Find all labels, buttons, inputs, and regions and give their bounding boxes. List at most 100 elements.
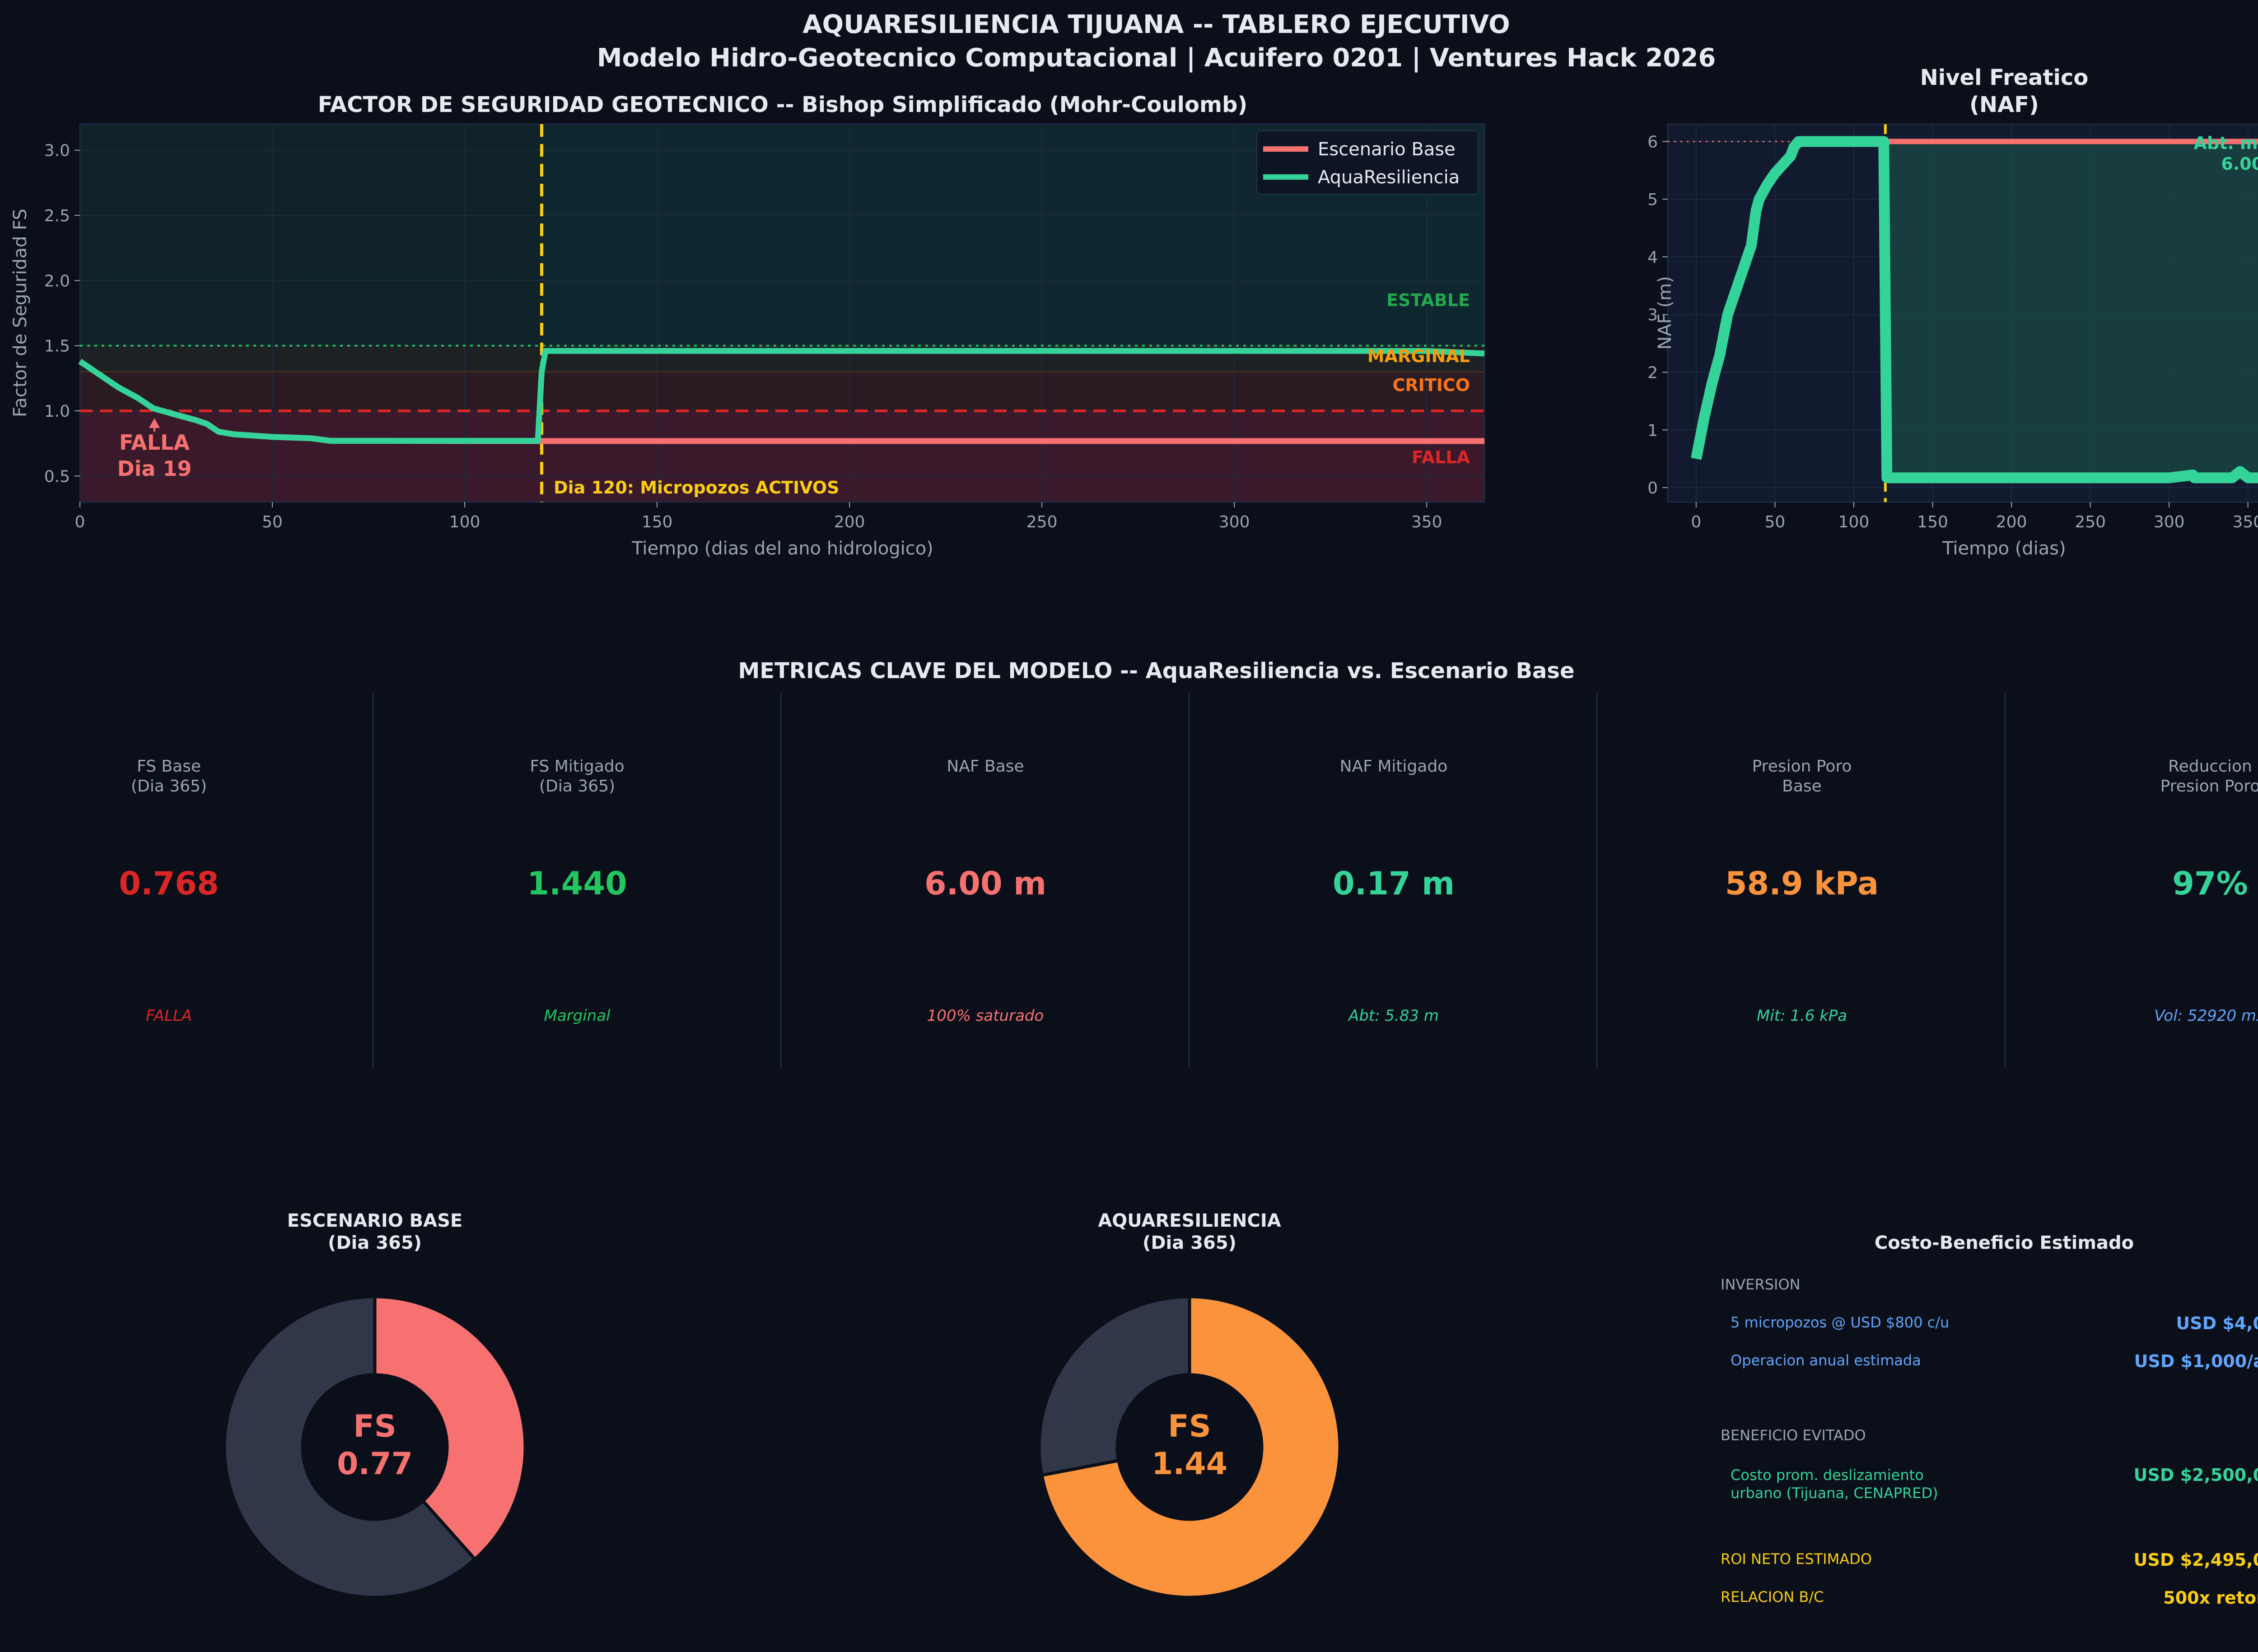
- metric-subtext: Abt: 5.83 m: [1348, 1007, 1439, 1025]
- dashboard-subtitle: Modelo Hidro-Geotecnico Computacional | …: [597, 43, 1716, 73]
- metric-card: NAF Mitigado 0.17 m Abt: 5.83 m: [1213, 757, 1574, 1025]
- naf-abatement-area: [1885, 141, 2258, 478]
- benefit-item-line1: Costo prom. deslizamiento: [1731, 1466, 1924, 1484]
- zone-label-marginal: MARGINAL: [1367, 346, 1470, 366]
- fs-legend: Escenario Base AquaResiliencia: [1256, 130, 1479, 195]
- investment-item-operacion: Operacion anual estimada: [1731, 1352, 1921, 1369]
- naf-y-tick-label: 1: [1647, 421, 1658, 440]
- fs-series-aquaresiliencia: [78, 348, 1485, 444]
- fs-x-tick-label: 300: [1219, 513, 1250, 531]
- metric-subtext: 100% saturado: [927, 1007, 1044, 1025]
- bc-ratio-label: RELACION B/C: [1721, 1588, 1824, 1605]
- failure-annotation: FALLA Dia 19: [117, 418, 192, 481]
- metric-label-line2: Base: [1782, 777, 1822, 796]
- donut-aqua-center-value: 1.44: [1152, 1446, 1227, 1482]
- metric-subtext: FALLA: [146, 1007, 192, 1025]
- benefit-value: USD $2,500,000: [2134, 1465, 2258, 1485]
- naf-x-tick-label: 50: [1765, 513, 1786, 531]
- roi-value: USD $2,495,000: [2134, 1550, 2258, 1570]
- fs-chart-title: FACTOR DE SEGURIDAD GEOTECNICO -- Bishop…: [318, 92, 1248, 117]
- metric-label-line1: NAF Mitigado: [1339, 757, 1448, 776]
- metric-label: FS Base (Dia 365): [0, 757, 350, 796]
- fs-x-tick-label: 250: [1026, 513, 1058, 531]
- naf-y-axis-label: NAF (m): [1655, 276, 1675, 349]
- donut-aqua-chart: AQUARESILIENCIA (Dia 365) FS 1.44: [1037, 1210, 1342, 1599]
- naf-x-tick-label: 350: [2232, 513, 2258, 531]
- donut-base-center-value: 0.77: [337, 1446, 413, 1482]
- naf-y-tick-label: 3: [1647, 306, 1658, 325]
- metric-value: 0.768: [119, 865, 219, 902]
- zone-label-estable: ESTABLE: [1386, 290, 1470, 310]
- naf-y-tick-label: 2: [1647, 363, 1658, 382]
- metric-dividers: [372, 693, 2006, 1068]
- fs-y-tick-label: 1.5: [44, 337, 70, 356]
- fs-chart: FACTOR DE SEGURIDAD GEOTECNICO -- Bishop…: [10, 92, 1485, 559]
- legend-box: [1256, 130, 1479, 195]
- failure-day-label: Dia 19: [117, 456, 191, 481]
- naf-annotation-line1: Abt. max:: [2194, 133, 2258, 153]
- legend-label-base: Escenario Base: [1318, 139, 1456, 160]
- metric-card: FS Base (Dia 365) 0.768 FALLA: [0, 757, 350, 1025]
- fs-y-axis-label: Factor de Seguridad FS: [10, 209, 31, 417]
- naf-x-tick-label: 150: [1917, 513, 1948, 531]
- naf-y-tick-label: 0: [1647, 479, 1658, 498]
- intervention-annotation: Dia 120: Micropozos ACTIVOS: [554, 478, 840, 498]
- naf-x-axis-label: Tiempo (dias): [1942, 538, 2066, 559]
- naf-annotation-line2: 6.00 m: [2221, 154, 2258, 174]
- naf-chart-title-line2: (NAF): [1969, 92, 2039, 117]
- metric-label-line1: Reduccion: [2168, 757, 2252, 776]
- cost-benefit-panel: Costo-Beneficio Estimado INVERSION 5 mic…: [1721, 1233, 2258, 1608]
- investment-value-micropozos: USD $4,000: [2176, 1313, 2258, 1333]
- donut-aqua-center-fs: FS: [1168, 1409, 1211, 1444]
- zone-label-critico: CRITICO: [1392, 375, 1470, 395]
- metric-label-line2: (Dia 365): [131, 777, 207, 796]
- naf-x-tick-label: 300: [2154, 513, 2185, 531]
- fs-x-tick-label: 150: [642, 513, 673, 531]
- fs-y-tick-label: 3.0: [44, 142, 70, 160]
- metric-value: 97%: [2172, 865, 2248, 902]
- failure-arrow-icon: [149, 418, 160, 428]
- metric-label: NAF Base: [805, 757, 1166, 777]
- donut-base-title-line2: (Dia 365): [328, 1233, 422, 1253]
- metric-label: FS Mitigado (Dia 365): [397, 757, 758, 796]
- metric-label: Reduccion Presion Poro: [2029, 757, 2258, 796]
- bc-ratio-value: 500x retorno: [2163, 1588, 2258, 1608]
- zone-band-falla: [80, 410, 1484, 502]
- zone-band-critico: [80, 372, 1484, 411]
- metric-subtext: Mit: 1.6 kPa: [1756, 1007, 1847, 1025]
- donut-aqua-slice-remainder: [1037, 1295, 1191, 1477]
- metric-label: Presion Poro Base: [1621, 757, 1983, 796]
- metric-label-line1: FS Base: [136, 757, 201, 776]
- naf-chart: Nivel Freatico (NAF) 0 50 100 150 200 250 300 3…: [1647, 65, 2258, 559]
- metric-subtext: Vol: 52920 m3: [2154, 1007, 2258, 1025]
- metric-card: Reduccion Presion Poro 97% Vol: 52920 m3: [2029, 757, 2258, 1025]
- metric-label: NAF Mitigado: [1213, 757, 1574, 777]
- fs-x-tick-label: 350: [1411, 513, 1442, 531]
- donut-aqua-title-line2: (Dia 365): [1143, 1233, 1236, 1253]
- fs-y-tick-label: 1.0: [44, 402, 70, 421]
- donut-base-chart: ESCENARIO BASE (Dia 365) FS 0.77: [223, 1210, 527, 1599]
- fs-y-tick-label: 2.0: [44, 272, 70, 290]
- fs-x-tick-label: 200: [834, 513, 865, 531]
- metric-label-line1: FS Mitigado: [530, 757, 625, 776]
- metric-card: Presion Poro Base 58.9 kPa Mit: 1.6 kPa: [1621, 757, 1983, 1025]
- cost-benefit-title: Costo-Beneficio Estimado: [1875, 1233, 2134, 1253]
- naf-y-tick-label: 6: [1647, 133, 1658, 151]
- metric-value: 0.17 m: [1332, 865, 1455, 902]
- fs-y-tick-label: 0.5: [44, 467, 70, 486]
- naf-y-tick-label: 4: [1647, 248, 1658, 267]
- metric-card: NAF Base 6.00 m 100% saturado: [805, 757, 1166, 1025]
- metric-label-line1: NAF Base: [947, 757, 1024, 776]
- investment-item-micropozos: 5 micropozos @ USD $800 c/u: [1731, 1314, 1949, 1331]
- benefit-header: BENEFICIO EVITADO: [1721, 1427, 1866, 1444]
- investment-header: INVERSION: [1721, 1276, 1801, 1293]
- donut-base-slice-remainder: [223, 1295, 477, 1599]
- metric-label-line2: (Dia 365): [539, 777, 616, 796]
- donut-aqua-slice-fs: [1040, 1295, 1342, 1599]
- fs-x-tick-label: 50: [262, 513, 283, 531]
- naf-y-tick-label: 5: [1647, 191, 1658, 209]
- roi-label: ROI NETO ESTIMADO: [1721, 1550, 1872, 1568]
- metrics-title: METRICAS CLAVE DEL MODELO -- AquaResilie…: [738, 658, 1575, 684]
- zone-band-estable: [80, 124, 1484, 346]
